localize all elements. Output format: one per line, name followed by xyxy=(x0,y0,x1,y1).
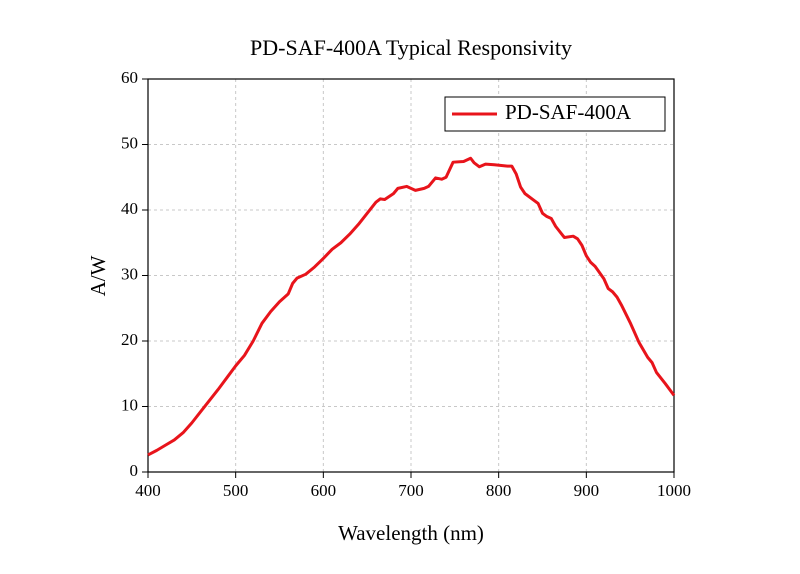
x-tick-label: 900 xyxy=(574,481,600,500)
x-tick-label: 500 xyxy=(223,481,249,500)
y-tick-label: 60 xyxy=(121,68,138,87)
y-tick-label: 30 xyxy=(121,264,138,283)
legend-box xyxy=(444,96,666,132)
x-tick-label: 1000 xyxy=(657,481,691,500)
x-tick-label: 400 xyxy=(135,481,161,500)
y-tick-label: 20 xyxy=(121,330,138,349)
y-tick-label: 40 xyxy=(121,199,138,218)
plot-frame xyxy=(147,78,675,473)
x-tick-label: 700 xyxy=(398,481,424,500)
x-tick-label: 600 xyxy=(311,481,337,500)
x-tick-label: 800 xyxy=(486,481,512,500)
y-axis-label: A/W xyxy=(86,255,110,296)
y-tick-label: 50 xyxy=(121,133,138,152)
y-tick-label: 10 xyxy=(121,395,138,414)
legend-label: PD-SAF-400A xyxy=(505,100,632,124)
y-tick-label: 0 xyxy=(130,461,139,480)
x-axis-label: Wavelength (nm) xyxy=(338,521,484,545)
data-line xyxy=(147,156,676,457)
chart-title: PD-SAF-400A Typical Responsivity xyxy=(250,35,572,60)
